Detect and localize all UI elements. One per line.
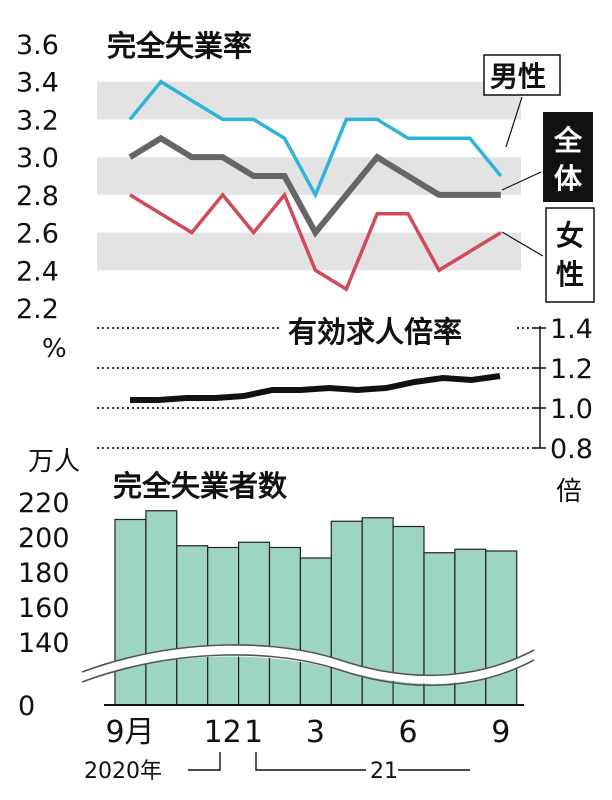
rate-y-axis: 3.6 3.4 3.2 3.0 2.8 2.6 2.4 2.2	[16, 30, 59, 325]
rate-tick-label: 2.4	[16, 256, 59, 287]
bar	[238, 541, 271, 706]
ratio-tick-label: 0.8	[550, 434, 593, 465]
ratio-series	[130, 373, 501, 403]
year-2020-label: 2020年	[84, 759, 162, 784]
male-leader	[505, 96, 523, 148]
ratio-y-axis: 1.4 1.2 1.0 0.8	[534, 314, 593, 465]
male-line	[128, 79, 503, 199]
bar	[299, 557, 332, 706]
rate-tick-label: 3.0	[16, 143, 59, 174]
x-tick-label: 3	[306, 715, 325, 750]
total-label-box	[543, 112, 593, 202]
count-y-axis: 220 200 180 160 140 0	[18, 488, 70, 722]
ratio-tick-label: 1.4	[550, 314, 593, 345]
year-2020-bracket	[188, 752, 221, 771]
rate-tick-label: 2.6	[16, 219, 59, 250]
male-label-box	[483, 54, 561, 96]
year-2021-label: 21	[370, 759, 398, 784]
total-label: 全体	[553, 124, 583, 195]
x-tick-label: 6	[399, 715, 418, 750]
rate-unit: %	[42, 334, 67, 364]
grid-band-0	[97, 81, 521, 120]
count-tick-label: 160	[18, 593, 70, 624]
female-line	[129, 191, 502, 292]
axis-break	[81, 644, 535, 687]
bar	[268, 546, 301, 706]
x-axis-ticks: 9月 12 1 3 6 9	[105, 715, 510, 750]
total-leader	[501, 171, 542, 191]
count-unit: 万人	[28, 447, 80, 477]
bar	[207, 546, 240, 706]
x-tick-label: 12	[204, 715, 242, 750]
year-2021-bracket-left	[255, 752, 366, 771]
rate-title: 完全失業率	[107, 29, 252, 63]
total-line	[128, 134, 501, 238]
rate-tick-label: 2.2	[16, 294, 59, 325]
bar	[330, 520, 363, 706]
rate-tick-label: 3.4	[16, 68, 59, 99]
count-title: 完全失業者数	[113, 469, 288, 503]
bar	[485, 550, 518, 706]
ratio-unit: 倍	[556, 477, 582, 507]
ratio-title: 有効求人倍率	[288, 315, 462, 349]
ratio-tick-label: 1.2	[550, 354, 593, 385]
count-tick-label: 200	[18, 523, 70, 554]
grid-band-1	[97, 157, 521, 195]
x-tick-label: 9	[491, 715, 510, 750]
female-leader	[501, 231, 544, 257]
count-tick-label: 220	[18, 488, 70, 519]
unemployed-bars	[114, 510, 518, 706]
bar	[114, 518, 147, 706]
x-tick-label: 9月	[105, 715, 154, 750]
rate-tick-label: 3.2	[16, 105, 59, 136]
ratio-line	[130, 373, 501, 403]
ratio-tick-label: 1.0	[550, 394, 593, 425]
rate-tick-label: 3.6	[16, 30, 59, 61]
rate-grid-bands	[97, 81, 521, 271]
male-label: 男性	[490, 60, 546, 93]
bar	[176, 545, 209, 706]
count-tick-label: 180	[18, 558, 70, 589]
female-label-box	[545, 207, 595, 303]
bar	[145, 510, 178, 706]
count-tick-label: 0	[18, 691, 35, 722]
ratio-title-bg	[282, 312, 514, 352]
female-label: 女性	[556, 219, 584, 291]
rate-series	[128, 79, 503, 292]
x-tick-label: 1	[244, 715, 263, 750]
count-tick-label: 140	[18, 628, 70, 659]
rate-tick-label: 2.8	[16, 181, 59, 212]
